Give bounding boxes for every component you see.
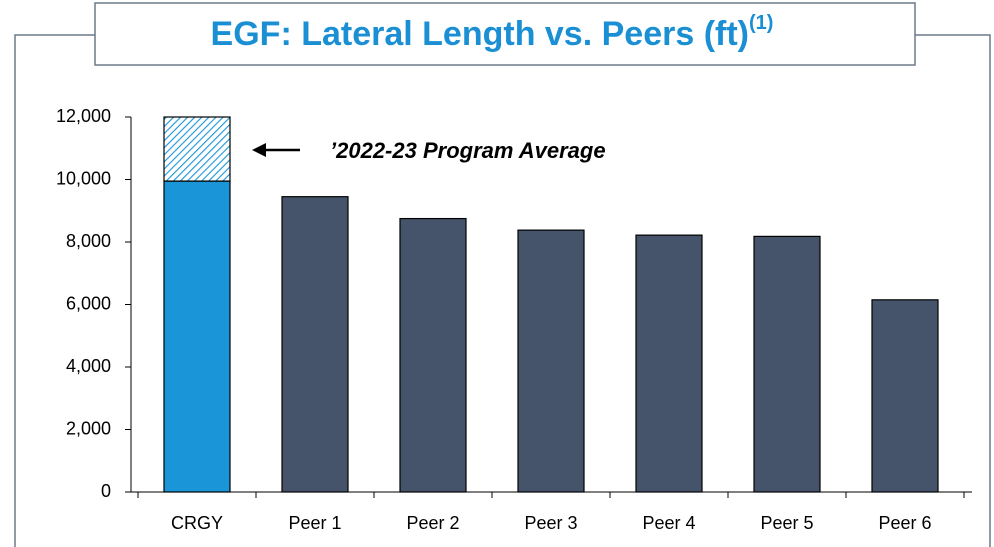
frame [14,34,991,547]
bar [163,116,231,182]
title-text: EGF: Lateral Length vs. Peers (ft) [211,15,749,53]
arrow-head [252,143,266,157]
bar [163,180,231,493]
x-tick-label: Peer 6 [878,513,931,533]
bar [281,196,349,493]
bar [635,234,703,493]
x-tick-label: CRGY [171,513,223,533]
annotation: ’2022-23 Program Average [330,138,606,163]
y-tick-label: 10,000 [56,168,111,188]
x-tick-label: Peer 3 [524,513,577,533]
title-superscript: (1) [749,12,773,34]
x-tick-label: Peer 2 [406,513,459,533]
y-tick-label: 8,000 [66,231,111,251]
bar [517,229,585,493]
bar [753,235,821,493]
y-tick-label: 2,000 [66,418,111,438]
bar [871,299,939,493]
y-tick-label: 0 [101,481,111,501]
x-tick-label: Peer 1 [288,513,341,533]
y-tick-label: 12,000 [56,106,111,126]
chart-title: EGF: Lateral Length vs. Peers (ft)(1) [211,12,774,53]
bar [399,217,467,493]
title-box [94,2,916,66]
x-tick-label: Peer 5 [760,513,813,533]
x-tick-label: Peer 4 [642,513,695,533]
y-tick-label: 4,000 [66,356,111,376]
y-tick-label: 6,000 [66,293,111,313]
